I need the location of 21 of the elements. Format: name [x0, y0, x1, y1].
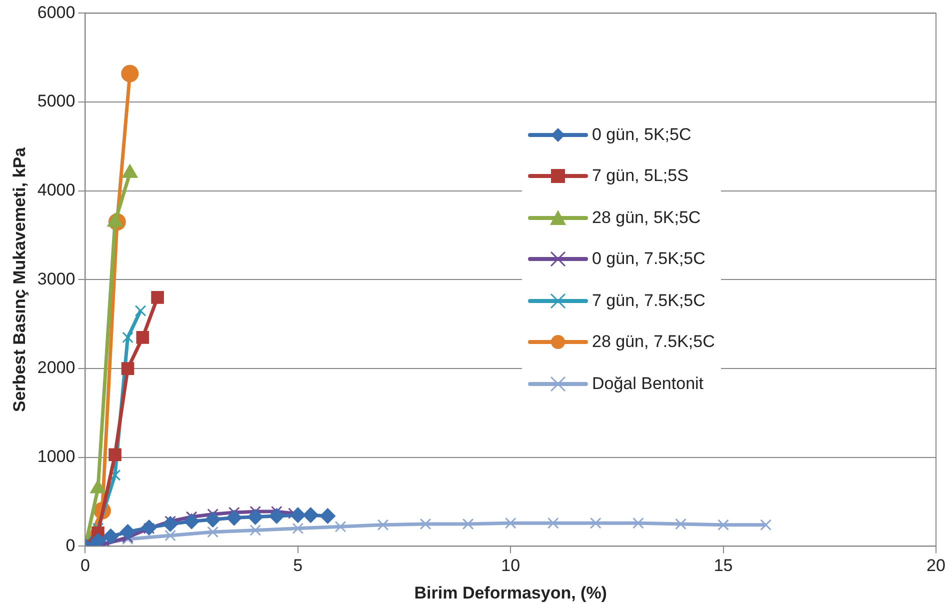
legend-label: 28 gün, 5K;5C: [592, 208, 701, 228]
y-tick-label: 3000: [37, 269, 76, 288]
legend-label: 0 gün, 5K;5C: [592, 124, 692, 145]
x-axis-title: Birim Deformasyon, (%): [414, 583, 607, 602]
x-tick-label: 15: [714, 556, 733, 576]
y-tick-label: 0: [66, 536, 76, 555]
x-tick-label: 10: [501, 556, 520, 576]
y-tick-label: 4000: [37, 180, 76, 200]
x-tick-label: 0: [80, 556, 90, 576]
y-tick-label: 1000: [37, 447, 76, 466]
y-tick-label: 6000: [37, 2, 76, 22]
legend-label: 7 gün, 5L;5S: [592, 166, 688, 186]
legend-label: 7 gün, 7.5K;5C: [592, 290, 706, 311]
y-tick-label: 5000: [37, 92, 76, 111]
y-axis-title: Serbest Basınç Mukavemeti, kPa: [10, 146, 29, 412]
legend-label: Doğal Bentonit: [592, 374, 704, 394]
legend-label: 0 gün, 7.5K;5C: [592, 249, 706, 270]
x-tick-label: 5: [293, 556, 303, 576]
x-tick-label: 20: [926, 556, 946, 576]
y-tick-label: 2000: [37, 358, 76, 378]
legend-label: 28 gün, 7.5K;5C: [592, 332, 715, 352]
